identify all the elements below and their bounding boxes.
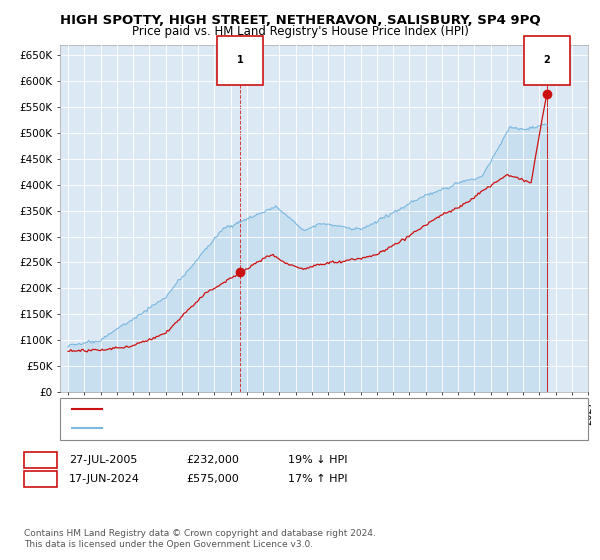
Text: Contains HM Land Registry data © Crown copyright and database right 2024.
This d: Contains HM Land Registry data © Crown c… [24, 529, 376, 549]
Text: 2: 2 [544, 55, 550, 65]
Text: HIGH SPOTTY, HIGH STREET, NETHERAVON, SALISBURY, SP4 9PQ (detached house): HIGH SPOTTY, HIGH STREET, NETHERAVON, SA… [111, 404, 517, 414]
Text: Price paid vs. HM Land Registry's House Price Index (HPI): Price paid vs. HM Land Registry's House … [131, 25, 469, 38]
Text: HPI: Average price, detached house, Wiltshire: HPI: Average price, detached house, Wilt… [111, 423, 335, 433]
Text: HIGH SPOTTY, HIGH STREET, NETHERAVON, SALISBURY, SP4 9PQ: HIGH SPOTTY, HIGH STREET, NETHERAVON, SA… [59, 14, 541, 27]
Text: 17% ↑ HPI: 17% ↑ HPI [288, 474, 347, 484]
Text: 19% ↓ HPI: 19% ↓ HPI [288, 455, 347, 465]
Text: £575,000: £575,000 [186, 474, 239, 484]
Text: 17-JUN-2024: 17-JUN-2024 [69, 474, 140, 484]
Text: 2: 2 [37, 474, 44, 484]
Text: 27-JUL-2005: 27-JUL-2005 [69, 455, 137, 465]
Text: 1: 1 [37, 455, 44, 465]
Text: £232,000: £232,000 [186, 455, 239, 465]
Text: 1: 1 [236, 55, 243, 65]
